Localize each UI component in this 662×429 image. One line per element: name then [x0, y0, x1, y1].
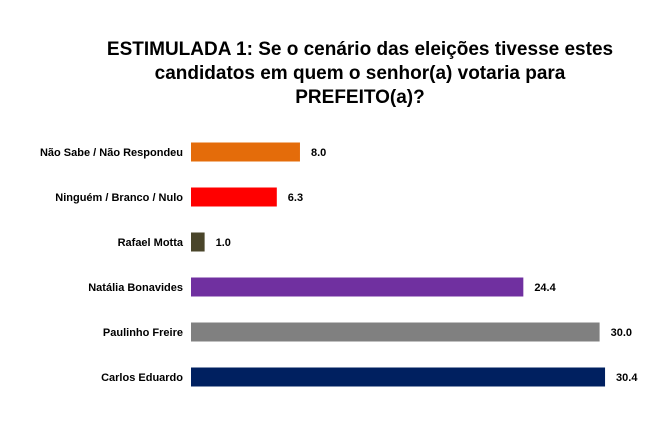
bar	[191, 187, 277, 207]
value-label: 6.3	[288, 192, 303, 204]
value-label: 8.0	[311, 147, 326, 159]
bar	[191, 277, 524, 297]
value-label: 24.4	[534, 282, 556, 294]
category-label: Paulinho Freire	[103, 327, 183, 339]
bar	[191, 322, 600, 342]
category-label: Carlos Eduardo	[101, 372, 183, 384]
chart-title-line-2: candidatos em quem o senhor(a) votaria p…	[154, 63, 566, 84]
bar	[191, 367, 606, 387]
value-label: 30.0	[611, 327, 632, 339]
category-label: Natália Bonavides	[88, 282, 183, 294]
value-label: 30.4	[616, 372, 638, 384]
bar	[191, 232, 205, 252]
category-label: Não Sabe / Não Respondeu	[40, 147, 183, 159]
value-label: 1.0	[216, 237, 231, 249]
chart-title-line-3: PREFEITO(a)?	[295, 87, 425, 108]
chart-title: ESTIMULADA 1: Se o cenário das eleições …	[90, 38, 630, 110]
chart-title-line-1: ESTIMULADA 1: Se o cenário das eleições …	[106, 39, 614, 60]
category-label: Rafael Motta	[118, 237, 184, 249]
category-label: Ninguém / Branco / Nulo	[55, 192, 183, 204]
bar	[191, 142, 300, 162]
